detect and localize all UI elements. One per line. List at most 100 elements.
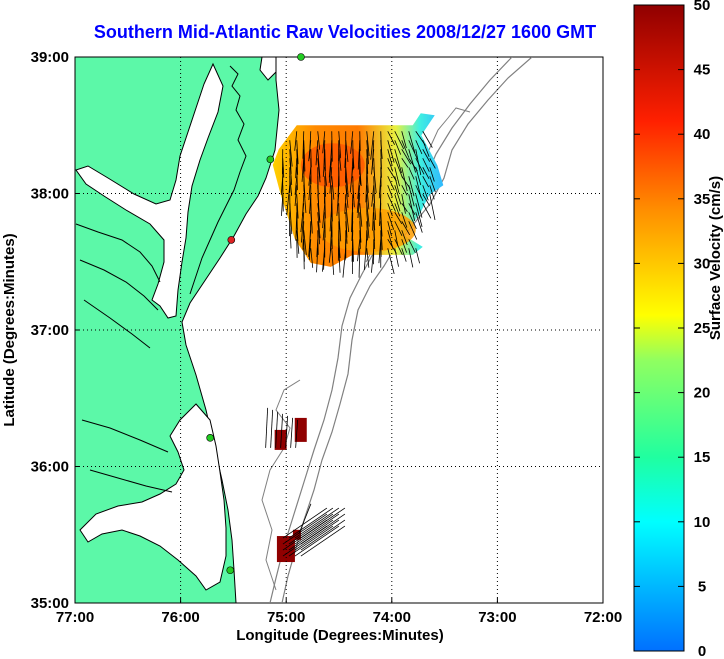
- velocity-arrow: [363, 239, 368, 270]
- velocity-arrow: [300, 513, 346, 545]
- colorbar-ticks: 0 5 10 15 20 25 30 35 40 45 50: [634, 0, 710, 659]
- velocity-arrow: [288, 519, 334, 551]
- velocity-arrow: [298, 503, 312, 534]
- velocity-arrow: [338, 131, 342, 159]
- velocity-arrow: [309, 194, 312, 214]
- velocity-arrow: [324, 149, 326, 171]
- velocity-arrow: [408, 140, 418, 160]
- velocity-arrow: [394, 158, 404, 179]
- velocity-arrow: [429, 167, 435, 182]
- velocity-arrow: [429, 158, 436, 169]
- velocity-arrow: [316, 239, 319, 258]
- chesapeake-bay: [75, 62, 224, 319]
- x-tick-label: 73:00: [478, 609, 516, 626]
- velocity-arrow: [408, 203, 416, 215]
- velocity-arrow: [294, 176, 298, 195]
- velocity-arrow: [359, 203, 363, 227]
- velocity-arrow: [331, 248, 335, 275]
- velocity-arrow: [366, 203, 370, 227]
- velocity-arrow: [351, 221, 354, 241]
- velocity-arrow: [294, 185, 298, 207]
- velocity-field-middle: [274, 429, 287, 450]
- velocity-arrow: [288, 513, 334, 545]
- velocity-arrow: [401, 203, 408, 212]
- velocity-arrow: [328, 149, 333, 178]
- velocity-arrow: [394, 167, 400, 187]
- velocity-arrow: [294, 525, 340, 557]
- velocity-arrow: [308, 230, 312, 257]
- velocity-arrow: [387, 194, 396, 212]
- velocity-arrow: [322, 131, 326, 154]
- velocity-arrow: [338, 239, 341, 259]
- velocity-arrow: [345, 185, 349, 208]
- velocity-arrow: [321, 248, 326, 272]
- velocity-arrow: [295, 419, 299, 448]
- velocity-arrow: [366, 248, 370, 268]
- velocity-arrow: [331, 131, 333, 162]
- velocity-arrow: [373, 230, 376, 249]
- velocity-arrow: [408, 185, 415, 207]
- velocity-arrow: [408, 176, 415, 197]
- velocity-arrow: [415, 149, 422, 176]
- velocity-arrow: [300, 519, 346, 551]
- velocity-arrow: [415, 248, 420, 264]
- colorbar-tick-label: 10: [694, 514, 711, 531]
- velocity-arrow: [394, 239, 403, 255]
- velocity-arrow: [359, 221, 362, 243]
- velocity-arrow: [394, 212, 403, 225]
- velocity-arrow: [296, 230, 300, 254]
- velocity-arrow: [422, 203, 432, 219]
- velocity-arrow: [286, 185, 291, 216]
- delaware-bay: [259, 57, 277, 81]
- velocity-arrow: [394, 185, 402, 205]
- velocity-arrow: [352, 239, 354, 262]
- velocity-arrow: [378, 239, 382, 264]
- velocity-arrow: [294, 513, 340, 545]
- velocity-arrow: [394, 248, 399, 267]
- x-tick-label: 76:00: [161, 609, 199, 626]
- velocity-arrow: [301, 212, 305, 243]
- y-tick-label: 35:00: [31, 595, 69, 612]
- velocity-arrow: [303, 230, 307, 256]
- velocity-arrow: [429, 185, 435, 200]
- velocity-arrow: [422, 185, 429, 201]
- velocity-arrow: [365, 176, 368, 203]
- velocity-arrow: [401, 131, 407, 149]
- velocity-arrow: [352, 185, 355, 208]
- bathymetry-contour-outer: [281, 57, 533, 603]
- velocity-arrow: [394, 230, 399, 247]
- velocity-arrow: [296, 194, 299, 219]
- velocity-arrow: [324, 176, 327, 197]
- velocity-arrow: [408, 248, 414, 268]
- velocity-arrow: [371, 185, 375, 207]
- velocity-arrow: [289, 140, 293, 167]
- velocity-arrow: [322, 158, 326, 177]
- grid-lines: [75, 57, 603, 603]
- y-tick-label: 38:00: [31, 186, 69, 203]
- velocity-arrow: [338, 248, 341, 273]
- velocity-arrow: [296, 149, 299, 175]
- velocity-arrow: [357, 176, 361, 199]
- velocity-arrow: [366, 167, 369, 193]
- velocity-arrow: [394, 221, 403, 236]
- velocity-arrow: [303, 185, 307, 213]
- velocity-arrow: [366, 212, 370, 239]
- velocity-arrow: [408, 167, 415, 180]
- velocity-arrow: [359, 167, 362, 187]
- x-axis-label: Longitude (Degrees:Minutes): [236, 627, 444, 644]
- station-dot: [297, 53, 305, 61]
- velocity-arrow: [366, 185, 370, 210]
- velocity-arrow: [280, 176, 284, 195]
- velocity-arrow: [338, 212, 342, 242]
- x-axis: 77:00 76:00 75:00 74:00 73:00 72:00: [56, 598, 622, 626]
- velocity-arrow: [366, 140, 369, 165]
- velocity-arrow: [394, 140, 402, 155]
- velocity-arrow: [303, 140, 306, 172]
- velocity-arrow: [380, 140, 383, 159]
- velocity-arrow: [408, 149, 416, 173]
- velocity-arrow: [317, 158, 321, 183]
- velocity-arrow: [289, 158, 293, 186]
- velocity-arrow: [324, 194, 326, 219]
- colorbar-tick-label: 50: [694, 0, 711, 14]
- velocity-arrow: [352, 149, 355, 169]
